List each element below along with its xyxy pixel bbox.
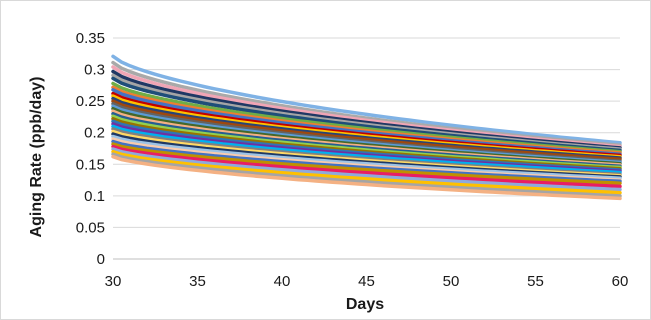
y-tick-label: 0.3	[84, 62, 105, 79]
y-tick-label: 0.15	[76, 156, 105, 173]
series-line-27	[111, 134, 622, 180]
y-tick-label: 0.05	[76, 219, 105, 236]
y-tick-label: 0.2	[84, 125, 105, 142]
y-tick-label: 0	[97, 251, 105, 268]
y-axis-title: Aging Rate (ppb/day)	[28, 77, 45, 238]
x-tick-label: 35	[189, 273, 206, 290]
series-line-32	[111, 147, 622, 192]
series-line-35	[111, 154, 622, 201]
x-tick-label: 55	[527, 273, 544, 290]
series-line-29	[111, 139, 622, 184]
y-tick-label: 0.35	[76, 30, 105, 47]
x-tick-label: 50	[443, 273, 460, 290]
x-axis-title: Days	[346, 296, 384, 313]
x-tick-label: 40	[274, 273, 291, 290]
x-tick-label: 60	[612, 273, 629, 290]
x-tick-label: 30	[105, 273, 122, 290]
tick-labels: 0 0.05 0.1 0.15 0.2 0.25 0.3 0.35 30 35 40 45 50 55 60	[76, 30, 629, 290]
series-line-34	[111, 152, 622, 198]
series-line-31	[111, 144, 622, 189]
series-line-1	[111, 54, 622, 145]
x-tick-label: 45	[358, 273, 375, 290]
series-line-13	[111, 99, 622, 161]
series-line-33	[111, 149, 622, 195]
series-line-30	[111, 142, 622, 185]
series-line-23	[111, 124, 622, 175]
series-lines	[111, 54, 622, 201]
y-tick-label: 0.1	[84, 188, 105, 205]
y-tick-label: 0.25	[76, 93, 105, 110]
